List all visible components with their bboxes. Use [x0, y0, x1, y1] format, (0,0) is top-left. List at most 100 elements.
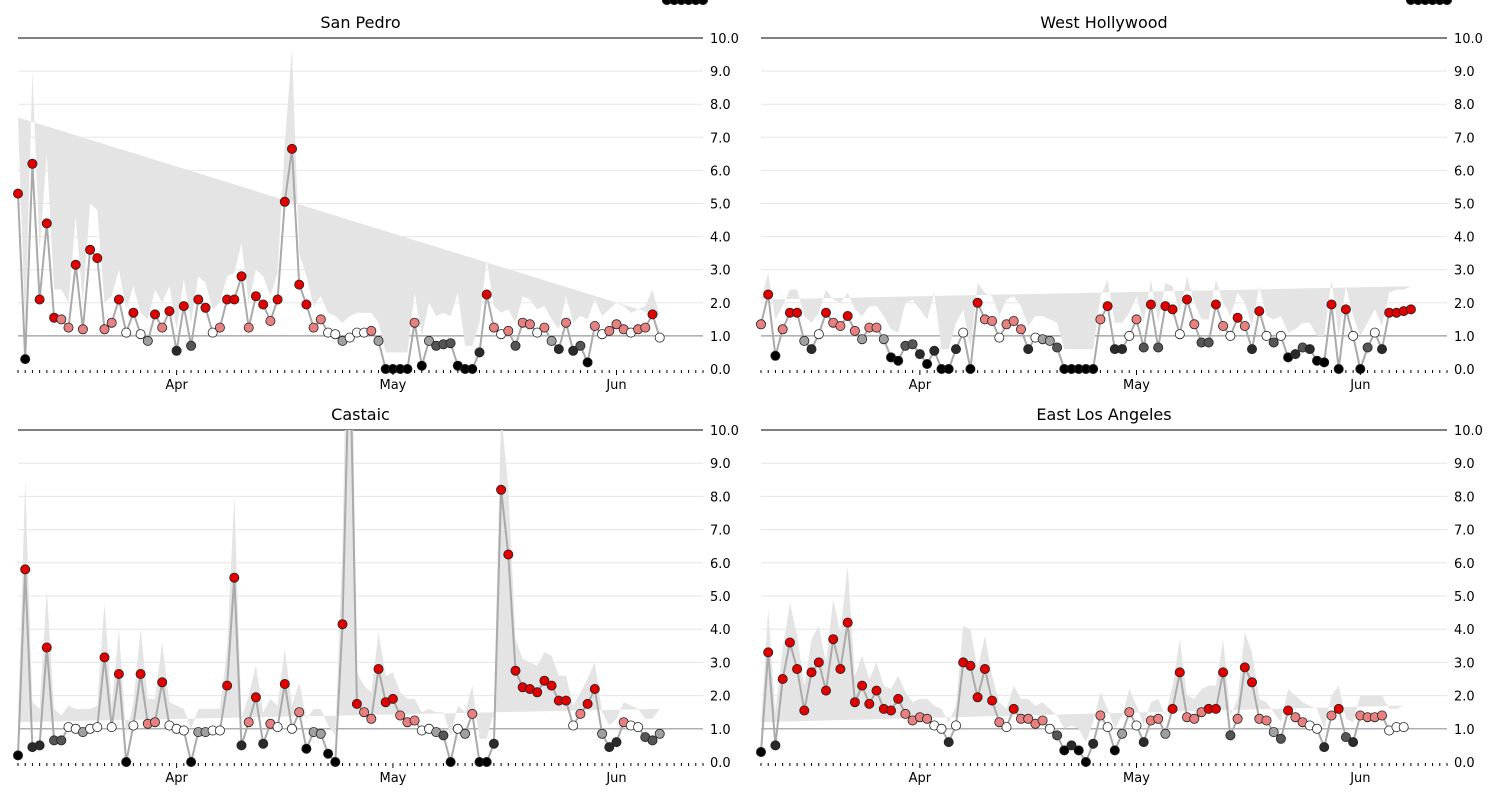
y-tick-label: 0.0	[710, 756, 731, 771]
data-point	[423, 335, 434, 346]
data-point	[813, 329, 824, 340]
data-point	[258, 738, 269, 749]
data-point	[987, 315, 998, 326]
data-point	[936, 723, 947, 734]
data-point	[1333, 703, 1344, 714]
data-point	[532, 687, 543, 698]
data-point	[373, 335, 384, 346]
data-point	[294, 279, 305, 290]
data-point	[207, 327, 218, 338]
data-point	[568, 345, 579, 356]
data-point	[806, 344, 817, 355]
data-point	[510, 340, 521, 351]
x-tick-label: Jun	[605, 771, 626, 786]
data-point	[1268, 727, 1279, 738]
data-point	[698, 0, 708, 5]
data-points	[12, 0, 708, 374]
data-point	[286, 723, 297, 734]
data-point	[1138, 737, 1149, 748]
x-axis: Apr May Jun	[760, 370, 1448, 393]
y-tick-label: 5.0	[1454, 198, 1475, 213]
data-point	[301, 299, 312, 310]
data-point	[1261, 330, 1272, 341]
data-point	[994, 717, 1005, 728]
data-point	[113, 669, 124, 680]
data-point	[1088, 363, 1099, 374]
data-point	[337, 619, 348, 630]
data-point	[395, 710, 406, 721]
data-point	[409, 715, 420, 726]
data-point	[546, 680, 557, 691]
data-point	[474, 347, 485, 358]
y-tick-label: 8.0	[710, 490, 731, 505]
y-tick-label: 0.0	[710, 363, 731, 378]
data-point	[777, 324, 788, 335]
data-point	[1203, 337, 1214, 348]
data-point	[611, 319, 622, 330]
data-point	[1153, 713, 1164, 724]
y-tick-label: 4.0	[710, 231, 731, 246]
data-point	[1275, 330, 1286, 341]
data-point	[1080, 757, 1091, 768]
data-point	[987, 695, 998, 706]
data-point	[1348, 330, 1359, 341]
data-point	[1131, 314, 1142, 325]
panel-san-pedro: San Pedro 0.0 1.0 2.0 3.0 4.0 5.0 6.0 7.0 8.0 9.0…	[12, 0, 739, 393]
data-point	[279, 196, 290, 207]
data-point	[900, 708, 911, 719]
data-point	[676, 0, 687, 5]
data-point	[871, 322, 882, 333]
data-point	[409, 317, 420, 328]
data-point	[835, 320, 846, 331]
data-point	[496, 484, 507, 495]
y-tick-label: 8.0	[1454, 490, 1475, 505]
data-point	[1333, 363, 1344, 374]
data-point	[12, 188, 23, 199]
y-tick-label: 5.0	[710, 590, 731, 605]
y-tick-label: 6.0	[1454, 557, 1475, 572]
data-point	[857, 680, 868, 691]
data-point	[1225, 330, 1236, 341]
data-point	[1052, 342, 1063, 353]
data-point	[452, 723, 463, 734]
data-point	[279, 679, 290, 690]
data-point	[1044, 723, 1055, 734]
data-point	[1052, 730, 1063, 741]
panel-title: Castaic	[331, 405, 390, 424]
x-axis: Apr May Jun	[17, 370, 704, 393]
data-point	[1109, 745, 1120, 756]
data-point	[893, 355, 904, 366]
data-point	[416, 360, 427, 371]
data-point	[1210, 299, 1221, 310]
data-point	[539, 675, 550, 686]
data-point	[943, 737, 954, 748]
data-point	[1117, 728, 1128, 739]
data-point	[792, 307, 803, 318]
panel-west-hollywood: West Hollywood 0.0 1.0 2.0 3.0 4.0 5.0 6.0 7.0 8…	[756, 0, 1483, 393]
data-point	[821, 685, 832, 696]
data-point	[813, 657, 824, 668]
y-tick-label: 6.0	[710, 557, 731, 572]
y-tick-label: 10.0	[1454, 32, 1483, 47]
data-point	[1247, 677, 1258, 688]
data-point	[99, 324, 110, 335]
data-point	[1008, 703, 1019, 714]
data-point	[864, 698, 875, 709]
data-point	[1377, 344, 1388, 355]
data-point	[1261, 715, 1272, 726]
data-point	[27, 158, 38, 169]
y-tick-label: 7.0	[1454, 131, 1475, 146]
y-tick-label: 4.0	[1454, 623, 1475, 638]
data-point	[1102, 722, 1113, 733]
data-point	[330, 757, 341, 768]
data-point	[1405, 0, 1416, 5]
data-point	[272, 722, 283, 733]
data-point	[308, 322, 319, 333]
data-point	[171, 345, 182, 356]
data-point	[907, 339, 918, 350]
data-point	[77, 324, 88, 335]
y-tick-label: 9.0	[1454, 457, 1475, 472]
data-point	[1153, 342, 1164, 353]
data-point	[575, 340, 586, 351]
